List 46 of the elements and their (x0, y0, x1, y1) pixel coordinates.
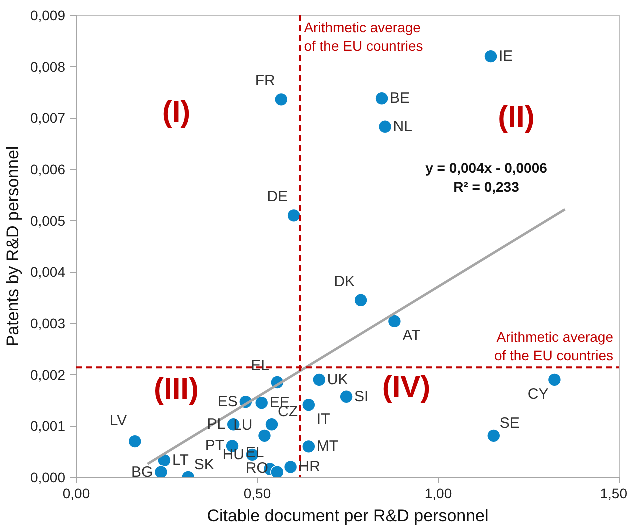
y-tick-label: 0,009 (30, 8, 66, 24)
series-label: IT (316, 411, 330, 428)
y-tick-label: 0,007 (30, 110, 66, 126)
series-label: AT (402, 327, 421, 344)
annotation: (II) (498, 101, 535, 134)
y-tick-label: 0,001 (30, 418, 66, 434)
series-label: DK (334, 273, 356, 290)
series-label: SE (500, 414, 520, 432)
series-label: FR (255, 72, 276, 90)
y-tick-label: 0,006 (30, 162, 66, 178)
ref-line-label: Arithmetic average of the EU countries (494, 329, 614, 364)
x-tick-label: 0,50 (244, 486, 272, 502)
series-label: NL (393, 118, 412, 136)
x-tick-label: 1,50 (600, 486, 627, 502)
series-label: SK (194, 456, 214, 474)
series-label: PL (207, 416, 226, 434)
series-label: DE (267, 188, 288, 206)
x-axis-title: Citable document per R&D personnel (207, 506, 489, 526)
series-label: LV (110, 412, 128, 430)
series-label: HU (222, 446, 244, 464)
y-tick-label: 0,008 (30, 58, 66, 75)
y-axis-title: Patents by R&D personnel (3, 146, 22, 347)
series-label: HR (298, 458, 321, 476)
y-tick-label: 0,000 (30, 470, 66, 486)
series-label: ES (218, 394, 238, 411)
series-label: CY (528, 386, 549, 403)
x-tick-label: 1,00 (424, 486, 452, 502)
series-label: MT (316, 438, 339, 456)
series-label: SI (354, 388, 369, 406)
y-tick-label: 0,002 (30, 366, 66, 383)
y-tick-label: 0,003 (30, 316, 66, 332)
y-tick-label: 0,005 (30, 212, 66, 229)
annotation: (III) (154, 373, 200, 406)
series-label: BG (132, 464, 154, 481)
series-label: PT (205, 438, 225, 455)
annotation: (IV) (382, 371, 431, 404)
x-tick-label: 0,00 (62, 486, 90, 502)
series-label: IE (498, 48, 514, 66)
series-label: LT (172, 452, 189, 470)
ref-line-label: Arithmetic average of the EU countries (304, 20, 424, 54)
annotation: y = 0,004x - 0,0006 R² = 0,233 (426, 160, 548, 196)
annotation: (I) (162, 96, 191, 129)
series-label: BE (390, 90, 410, 108)
y-tick-label: 0,004 (30, 264, 66, 280)
series-label: UK (327, 371, 348, 388)
series-label: EL (251, 358, 270, 375)
